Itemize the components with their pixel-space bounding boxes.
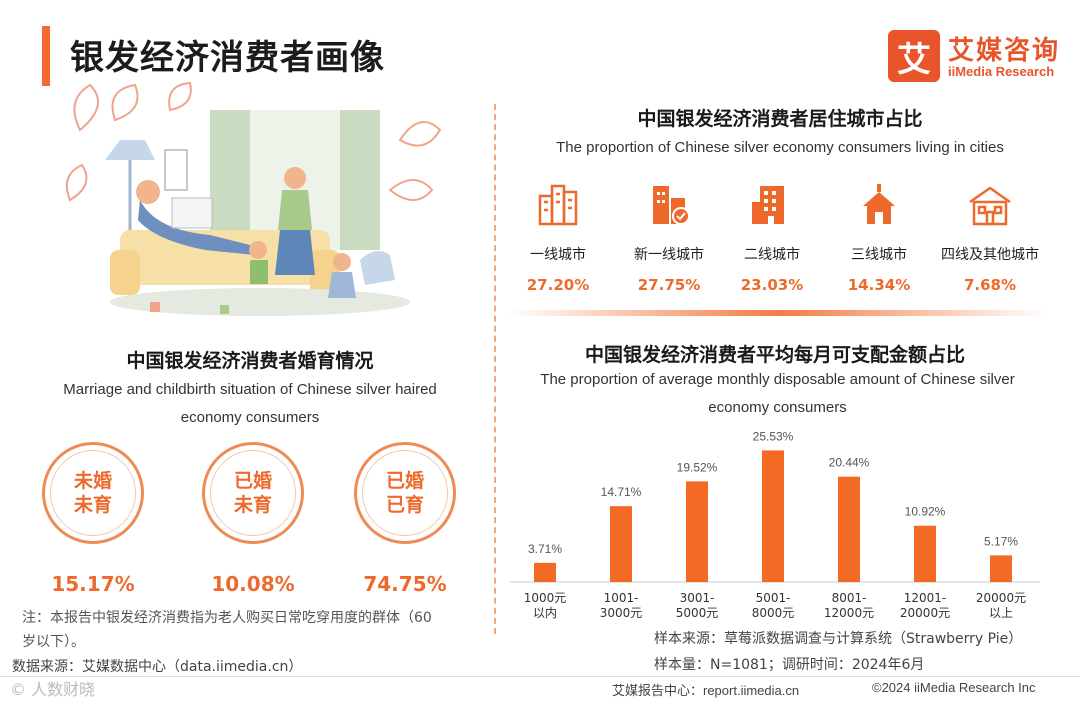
x-tick-label-3-0: 5001- bbox=[756, 591, 791, 605]
marriage-circle-married-childless: 已婚 未育 bbox=[202, 442, 304, 544]
city-item-tier1: 一线城市 27.20% bbox=[498, 180, 618, 294]
bar-3 bbox=[762, 450, 784, 582]
bar-value-label-0: 3.71% bbox=[528, 542, 562, 556]
bar-value-label-3: 25.53% bbox=[753, 429, 794, 443]
section-separator-line bbox=[508, 310, 1048, 316]
low-house-icon bbox=[969, 186, 1011, 226]
bar-5 bbox=[914, 525, 936, 582]
marriage-pct-married-childless: 10.08% bbox=[211, 572, 295, 596]
city-label: 新一线城市 bbox=[634, 247, 704, 263]
cities-title: 中国银发经济消费者居住城市占比 bbox=[637, 108, 923, 130]
city-item-tier2: 二线城市 23.03% bbox=[712, 180, 832, 294]
city-pct: 7.68% bbox=[963, 276, 1017, 294]
marriage-circle-label-line1: 已婚 bbox=[233, 470, 272, 492]
disposable-subtitle-line1: The proportion of average monthly dispos… bbox=[540, 371, 1015, 388]
disposable-subtitle-line2: economy consumers bbox=[708, 399, 847, 416]
marriage-circle-label-line2: 未育 bbox=[233, 494, 272, 516]
x-tick-label-2-1: 5000元 bbox=[676, 606, 719, 620]
marriage-pct-married-with-children: 74.75% bbox=[363, 572, 447, 596]
city-label: 二线城市 bbox=[744, 247, 800, 263]
x-tick-label-0-0: 1000元 bbox=[524, 591, 567, 605]
town-house-icon bbox=[863, 184, 895, 224]
x-tick-label-1-1: 3000元 bbox=[600, 606, 643, 620]
logo-en-text: iiMedia Research bbox=[948, 64, 1055, 79]
bar-value-label-1: 14.71% bbox=[601, 485, 642, 499]
family-living-room-illustration bbox=[66, 81, 442, 316]
x-tick-label-3-1: 8000元 bbox=[752, 606, 795, 620]
x-tick-label-1-0: 1001- bbox=[604, 591, 639, 605]
page-title: 银发经济消费者画像 bbox=[70, 38, 385, 78]
x-tick-label-5-0: 12001- bbox=[904, 591, 947, 605]
chart-source-line2: 样本量：N=1081；调研时间：2024年6月 bbox=[654, 657, 925, 673]
iimedia-logo: 艾 艾媒咨询 iiMedia Research bbox=[888, 30, 1068, 82]
cities-subtitle: The proportion of Chinese silver economy… bbox=[556, 139, 1004, 156]
bar-0 bbox=[534, 562, 556, 582]
office-building-icon bbox=[752, 186, 784, 224]
city-pct: 27.75% bbox=[637, 276, 701, 294]
bar-value-label-6: 5.17% bbox=[984, 534, 1018, 548]
logo-cn-text: 艾媒咨询 bbox=[948, 36, 1061, 66]
footnote-line1: 注：本报告中银发经济消费指为老人购买日常吃穿用度的群体（60 bbox=[22, 610, 432, 626]
chart-source: 样本来源：草莓派数据调查与计算系统（Strawberry Pie） 样本量：N=… bbox=[654, 626, 1022, 678]
watermark-text: © 人数财晓 bbox=[10, 680, 96, 699]
footer-divider bbox=[0, 676, 1080, 677]
city-item-tier4-and-others: 四线及其他城市 7.68% bbox=[930, 180, 1050, 294]
marriage-circle-married-with-children: 已婚 已育 bbox=[354, 442, 456, 544]
city-pct: 27.20% bbox=[526, 276, 590, 294]
marriage-title: 中国银发经济消费者婚育情况 bbox=[126, 350, 374, 372]
marriage-circle-label-line1: 未婚 bbox=[73, 470, 112, 492]
bar-2 bbox=[686, 481, 708, 582]
x-tick-label-4-1: 12000元 bbox=[824, 606, 874, 620]
disposable-title: 中国银发经济消费者平均每月可支配金额占比 bbox=[584, 344, 965, 366]
chart-source-line1: 样本来源：草莓派数据调查与计算系统（Strawberry Pie） bbox=[654, 631, 1023, 647]
bar-value-label-4: 20.44% bbox=[829, 456, 870, 470]
city-item-new-tier1: 新一线城市 27.75% bbox=[609, 180, 729, 294]
title-accent-bar bbox=[42, 26, 50, 86]
city-label: 四线及其他城市 bbox=[941, 247, 1039, 263]
footnote-line2: 岁以下）。 bbox=[22, 634, 85, 650]
bar-4 bbox=[838, 476, 860, 582]
disposable-amount-bar-chart: 3.71%1000元以内14.71%1001-3000元19.52%3001-5… bbox=[510, 429, 1040, 620]
marriage-subtitle-line1: Marriage and childbirth situation of Chi… bbox=[63, 381, 437, 398]
bar-6 bbox=[990, 555, 1012, 582]
x-tick-label-4-0: 8001- bbox=[832, 591, 867, 605]
marriage-subtitle-line2: economy consumers bbox=[180, 409, 320, 426]
city-item-tier3: 三线城市 14.34% bbox=[819, 180, 939, 294]
marriage-circle-label-line1: 已婚 bbox=[385, 470, 424, 492]
city-pct: 14.34% bbox=[847, 276, 911, 294]
x-tick-label-2-0: 3001- bbox=[680, 591, 715, 605]
city-pct: 23.03% bbox=[740, 276, 804, 294]
x-tick-label-6-1: 以上 bbox=[989, 606, 1013, 620]
marriage-circle-label-line2: 未育 bbox=[73, 494, 112, 516]
marriage-circle-label-line2: 已育 bbox=[385, 494, 424, 516]
city-buildings-icon bbox=[653, 186, 690, 225]
bar-1 bbox=[610, 506, 632, 582]
bar-value-label-5: 10.92% bbox=[905, 505, 946, 519]
x-tick-label-6-0: 20000元 bbox=[976, 591, 1026, 605]
city-label: 三线城市 bbox=[851, 247, 907, 263]
marriage-circle-unmarried-childless: 未婚 未育 bbox=[42, 442, 144, 544]
footer-report-center: 艾媒报告中心：report.iimedia.cn bbox=[612, 683, 800, 698]
x-tick-label-0-1: 以内 bbox=[533, 606, 557, 620]
city-label: 一线城市 bbox=[530, 247, 586, 263]
footer-copyright: ©2024 iiMedia Research Inc bbox=[872, 680, 1036, 695]
section-divider bbox=[494, 104, 496, 634]
logo-mark: 艾 bbox=[888, 30, 940, 82]
skyscrapers-icon bbox=[538, 184, 578, 226]
footnote: 注：本报告中银发经济消费指为老人购买日常吃穿用度的群体（60 岁以下）。 bbox=[22, 606, 482, 654]
bar-value-label-2: 19.52% bbox=[677, 460, 718, 474]
data-source-left: 数据来源：艾媒数据中心（data.iimedia.cn） bbox=[12, 659, 303, 675]
x-tick-label-5-1: 20000元 bbox=[900, 606, 950, 620]
marriage-pct-unmarried-childless: 15.17% bbox=[51, 572, 135, 596]
